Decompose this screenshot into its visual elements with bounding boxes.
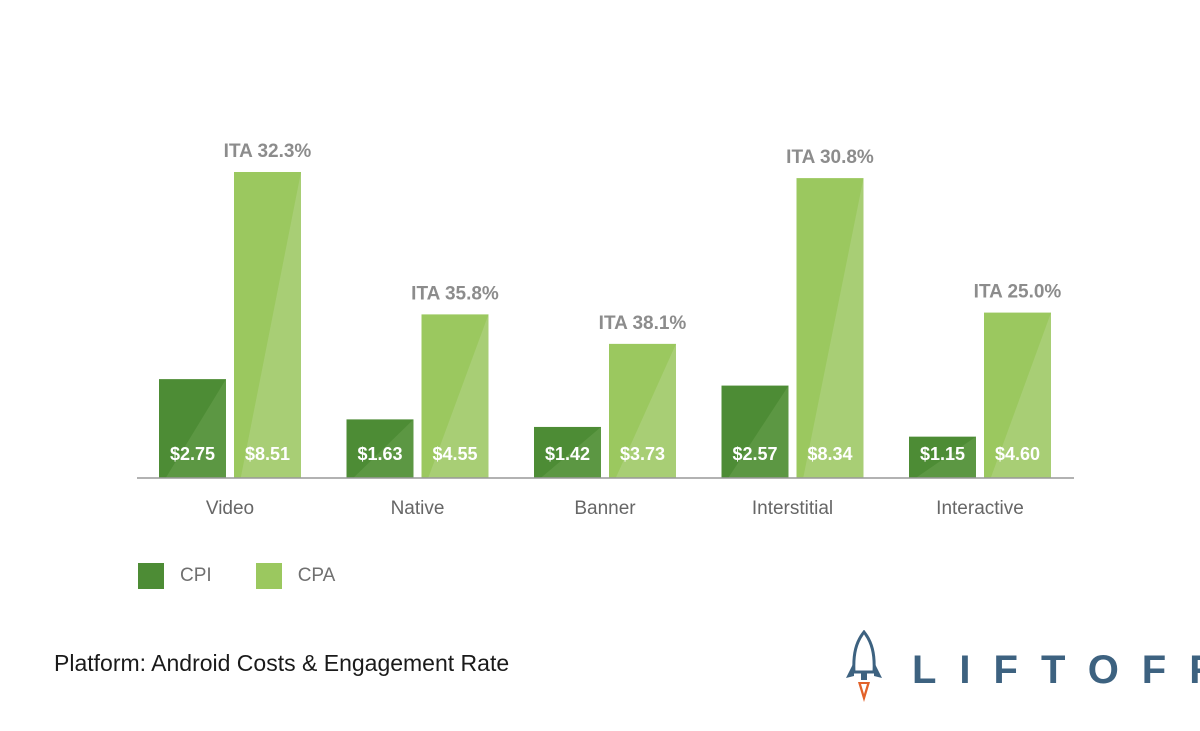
data-label-cpi-interstitial: $2.57 — [732, 444, 777, 464]
legend-label-cpa: CPA — [297, 565, 336, 586]
legend: CPI CPA — [138, 563, 379, 589]
bar-facet-cpi-interactive — [915, 436, 976, 478]
ita-annotation-interactive: ITA 25.0% — [974, 282, 1062, 303]
bar-facet-cpa-video — [240, 172, 301, 478]
bar-facet-cpi-interstitial — [728, 385, 789, 478]
x-tick-label-native: Native — [391, 498, 445, 519]
data-label-cpa-banner: $3.73 — [620, 444, 665, 464]
data-label-cpa-interactive: $4.60 — [995, 444, 1040, 464]
data-label-cpi-native: $1.63 — [357, 444, 402, 464]
x-tick-label-banner: Banner — [574, 498, 636, 519]
ita-annotation-native: ITA 35.8% — [411, 283, 499, 304]
legend-item-cpa: CPA — [255, 563, 336, 589]
chart-caption: Platform: Android Costs & Engagement Rat… — [54, 650, 510, 676]
data-label-cpi-banner: $1.42 — [545, 444, 590, 464]
rocket-icon — [846, 630, 882, 702]
bar-facet-cpi-video — [165, 379, 226, 478]
data-label-cpa-video: $8.51 — [245, 444, 290, 464]
ita-annotation-video: ITA 32.3% — [224, 141, 312, 162]
legend-swatch-cpa — [255, 563, 282, 589]
bar-facet-cpa-banner — [615, 343, 676, 478]
data-label-cpa-native: $4.55 — [432, 444, 477, 464]
bar-facet-cpi-banner — [540, 426, 601, 478]
x-tick-label-video: Video — [206, 498, 254, 519]
bars-layer — [159, 172, 1051, 479]
brand-name: LIFTOFF — [912, 647, 1200, 692]
legend-item-cpi: CPI — [138, 563, 212, 589]
x-tick-label-interactive: Interactive — [936, 498, 1024, 519]
legend-label-cpi: CPI — [180, 565, 212, 586]
bar-facet-cpa-interstitial — [803, 178, 864, 479]
data-label-cpi-interactive: $1.15 — [920, 444, 965, 464]
ita-annotation-banner: ITA 38.1% — [599, 313, 687, 334]
bar-facet-cpi-native — [353, 419, 414, 478]
x-tick-label-interstitial: Interstitial — [752, 498, 833, 519]
brand-logo: LIFTOFF — [842, 630, 1200, 706]
ita-annotation-interstitial: ITA 30.8% — [786, 147, 874, 168]
bar-facet-cpa-interactive — [990, 312, 1051, 478]
labels-layer: $2.75 $8.51 ITA 32.3% Video $1.63 $4.55 ITA 35… — [170, 141, 1061, 519]
legend-swatch-cpi — [138, 563, 164, 589]
data-label-cpa-interstitial: $8.34 — [807, 444, 852, 464]
bar-facet-cpa-native — [428, 314, 489, 478]
data-label-cpi-video: $2.75 — [170, 444, 215, 464]
